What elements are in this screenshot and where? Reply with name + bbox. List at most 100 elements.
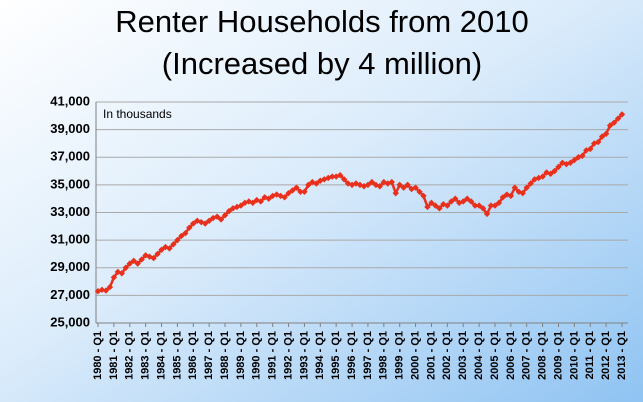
- marker: [305, 181, 312, 189]
- marker: [174, 236, 181, 244]
- marker: [221, 212, 229, 219]
- marker: [598, 133, 606, 140]
- x-tick-label: 2004 - Q1: [473, 331, 485, 380]
- x-tick-label: 1991 - Q1: [267, 331, 279, 380]
- marker: [463, 195, 471, 202]
- x-tick-label: 1987 - Q1: [203, 331, 215, 380]
- x-tick-label: 2005 - Q1: [489, 331, 501, 380]
- marker: [583, 147, 590, 154]
- marker: [289, 187, 296, 194]
- marker: [134, 260, 141, 267]
- x-tick-label: 2000 - Q1: [409, 331, 421, 380]
- x-tick-label: 1990 - Q1: [251, 331, 263, 380]
- marker: [499, 194, 507, 201]
- marker: [122, 264, 129, 271]
- marker: [190, 220, 197, 227]
- marker: [225, 207, 233, 215]
- marker: [336, 172, 344, 179]
- marker: [396, 181, 403, 189]
- x-tick-label: 1993 - Q1: [298, 331, 310, 380]
- x-tick-label: 2003 - Q1: [457, 331, 469, 380]
- x-tick-label: 1988 - Q1: [219, 331, 231, 380]
- marker: [205, 217, 213, 224]
- marker: [233, 203, 241, 211]
- marker: [471, 202, 479, 209]
- marker: [301, 188, 308, 195]
- marker: [106, 283, 114, 291]
- x-tick-label: 1999 - Q1: [394, 331, 406, 380]
- marker: [551, 167, 558, 175]
- y-tick-label: 29,000: [50, 259, 90, 274]
- marker: [213, 213, 221, 220]
- marker: [495, 199, 503, 207]
- marker: [237, 202, 245, 209]
- marker: [436, 205, 443, 212]
- chart-title: Renter Households from 2010: [115, 4, 529, 39]
- marker: [491, 202, 499, 209]
- x-tick-label: 2010 - Q1: [568, 331, 580, 380]
- x-tick-label: 1998 - Q1: [378, 331, 390, 380]
- y-tick-label: 35,000: [50, 176, 90, 191]
- marker: [118, 270, 126, 277]
- marker: [539, 173, 546, 180]
- marker: [392, 189, 399, 197]
- marker: [281, 194, 288, 201]
- x-tick-label: 1981 - Q1: [108, 331, 120, 380]
- x-tick-label: 1989 - Q1: [235, 331, 247, 380]
- y-tick-label: 25,000: [50, 314, 90, 329]
- x-tick-label: 2013 - Q1: [616, 331, 628, 380]
- marker: [126, 260, 133, 267]
- x-tick-label: 1986 - Q1: [187, 331, 199, 380]
- x-tick-label: 2002 - Q1: [441, 331, 453, 380]
- marker: [416, 188, 423, 195]
- marker: [130, 257, 137, 265]
- marker: [356, 181, 364, 189]
- y-tick-label: 39,000: [50, 121, 90, 136]
- marker: [575, 154, 582, 161]
- marker: [606, 122, 614, 129]
- marker: [543, 169, 550, 176]
- marker: [313, 180, 320, 187]
- marker: [527, 180, 534, 187]
- marker: [487, 202, 495, 209]
- marker: [265, 195, 272, 202]
- x-tick-label: 1983 - Q1: [140, 331, 152, 380]
- x-tick-label: 1985 - Q1: [171, 331, 183, 380]
- marker: [479, 205, 487, 212]
- chart-subtitle: (Increased by 4 million): [162, 46, 482, 81]
- marker: [404, 181, 411, 189]
- marker: [559, 159, 566, 166]
- marker: [400, 184, 407, 191]
- y-tick-label: 33,000: [50, 204, 90, 219]
- marker: [98, 286, 106, 294]
- x-tick-label: 2006 - Q1: [505, 331, 517, 380]
- marker: [376, 183, 384, 190]
- y-tick-label: 31,000: [50, 232, 90, 247]
- marker: [368, 178, 376, 186]
- marker: [591, 140, 598, 147]
- marker: [547, 170, 554, 178]
- marker: [285, 189, 292, 197]
- marker: [329, 173, 336, 180]
- y-tick-label: 27,000: [50, 287, 90, 302]
- x-tick-label: 2011 - Q1: [584, 331, 596, 379]
- x-tick-label: 1994 - Q1: [314, 331, 326, 380]
- x-tick-label: 1982 - Q1: [124, 331, 136, 380]
- marker: [110, 274, 118, 281]
- marker: [372, 181, 380, 189]
- marker: [618, 111, 626, 118]
- marker: [217, 216, 225, 223]
- marker: [420, 192, 427, 200]
- marker: [340, 176, 348, 183]
- grid: 25,000 27,000 29,000 31,000 33,000 35,000 37,0…: [50, 93, 628, 380]
- x-tick-label: 2008 - Q1: [537, 331, 549, 380]
- marker: [388, 178, 395, 186]
- x-tick-label: 2007 - Q1: [521, 331, 533, 380]
- marker: [444, 202, 451, 209]
- marker: [602, 130, 610, 137]
- marker: [587, 145, 594, 153]
- marker: [475, 202, 483, 209]
- marker: [614, 115, 622, 122]
- x-tick-label: 2012 - Q1: [600, 331, 612, 380]
